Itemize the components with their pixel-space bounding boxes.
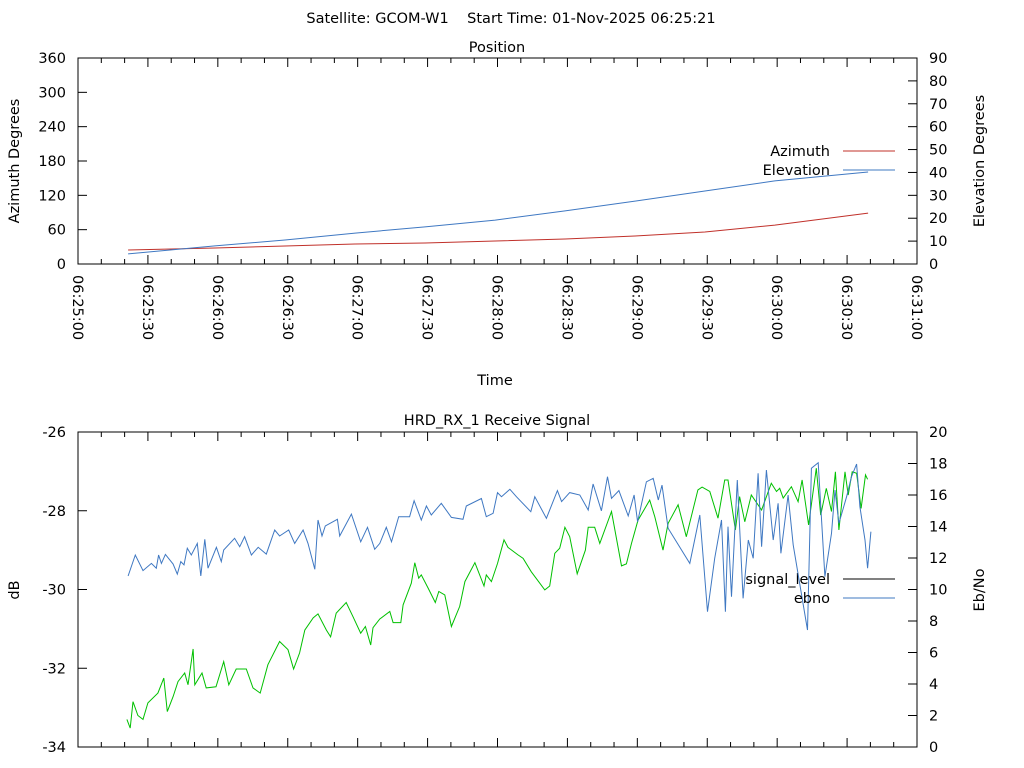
position-x-tick-label: 06:27:30 xyxy=(419,275,435,340)
position-y2-tick-label: 70 xyxy=(929,97,947,113)
position-y2-tick-label: 0 xyxy=(929,257,938,273)
position-y2-tick-label: 10 xyxy=(929,234,947,250)
position-y-tick-label: 180 xyxy=(38,154,66,170)
main-title: Satellite: GCOM-W1 Start Time: 01-Nov-20… xyxy=(306,11,715,27)
position-y2-tick-label: 60 xyxy=(929,120,947,136)
signal-y-tick-label: -30 xyxy=(42,583,66,599)
position-y-tick-label: 240 xyxy=(38,120,66,136)
position-chart-title: Position xyxy=(469,40,525,56)
azimuth-series-line xyxy=(128,212,869,251)
signal-plot-border xyxy=(77,431,918,748)
position-x-tick-label: 06:26:00 xyxy=(209,275,225,340)
signal-chart-title: HRD_RX_1 Receive Signal xyxy=(404,413,590,429)
elevation-legend-label: Elevation xyxy=(763,163,830,179)
ebno-series-line xyxy=(127,461,872,631)
signal-y2-tick-label: 6 xyxy=(929,646,938,662)
position-x-tick-label: 06:31:00 xyxy=(908,275,924,340)
position-plot-border xyxy=(77,57,918,265)
ebno-axis-label: Eb/No xyxy=(972,568,988,611)
position-y2-tick-label: 80 xyxy=(929,74,947,90)
position-x-tick-label: 06:29:00 xyxy=(628,275,644,340)
signal-y2-tick-label: 20 xyxy=(929,425,947,441)
position-y-tick-label: 300 xyxy=(38,85,66,101)
signal-y2-tick-label: 8 xyxy=(929,614,938,630)
ebno-legend-label: ebno xyxy=(794,591,830,607)
signal-y-tick-label: -32 xyxy=(42,661,66,677)
position-x-tick-label: 06:30:30 xyxy=(838,275,854,340)
position-x-tick-label: 06:26:30 xyxy=(279,275,295,340)
position-x-tick-label: 06:30:00 xyxy=(768,275,784,340)
signal-y2-tick-label: 0 xyxy=(929,740,938,756)
db-axis-label: dB xyxy=(7,580,23,599)
signal-y-tick-label: -34 xyxy=(42,740,66,756)
position-y-tick-label: 360 xyxy=(38,51,66,67)
position-x-tick-label: 06:25:00 xyxy=(69,275,85,340)
azimuth-axis-label: Azimuth Degrees xyxy=(7,99,23,224)
position-x-tick-label: 06:29:30 xyxy=(698,275,714,340)
signal-y-tick-label: -28 xyxy=(42,504,66,520)
position-y2-tick-label: 40 xyxy=(929,165,947,181)
position-y2-tick-label: 20 xyxy=(929,211,947,227)
signal-y2-tick-label: 16 xyxy=(929,488,947,504)
signal_level-series-line xyxy=(126,468,869,729)
position-y2-tick-label: 50 xyxy=(929,143,947,159)
signal-y2-tick-label: 10 xyxy=(929,583,947,599)
signal-y2-tick-label: 12 xyxy=(929,551,947,567)
elevation-axis-label: Elevation Degrees xyxy=(972,95,988,227)
signal-y2-tick-label: 18 xyxy=(929,457,947,473)
signal-y-tick-label: -26 xyxy=(42,425,66,441)
azimuth-legend-label: Azimuth xyxy=(770,144,830,160)
position-x-tick-label: 06:28:30 xyxy=(558,275,574,340)
position-x-axis-label: Time xyxy=(476,373,513,389)
elevation-series-line xyxy=(128,171,869,255)
position-y-tick-label: 60 xyxy=(48,223,66,239)
position-y-tick-label: 0 xyxy=(57,257,66,273)
signal-y2-tick-label: 4 xyxy=(929,677,938,693)
position-y2-tick-label: 90 xyxy=(929,51,947,67)
signal_level-legend-label: signal_level xyxy=(745,572,830,588)
position-x-tick-label: 06:28:00 xyxy=(489,275,505,340)
signal-y2-tick-label: 2 xyxy=(929,709,938,725)
position-x-tick-label: 06:27:00 xyxy=(349,275,365,340)
signal-y2-tick-label: 14 xyxy=(929,520,947,536)
position-y-tick-label: 120 xyxy=(38,188,66,204)
position-x-tick-label: 06:25:30 xyxy=(139,275,155,340)
position-y2-tick-label: 30 xyxy=(929,188,947,204)
